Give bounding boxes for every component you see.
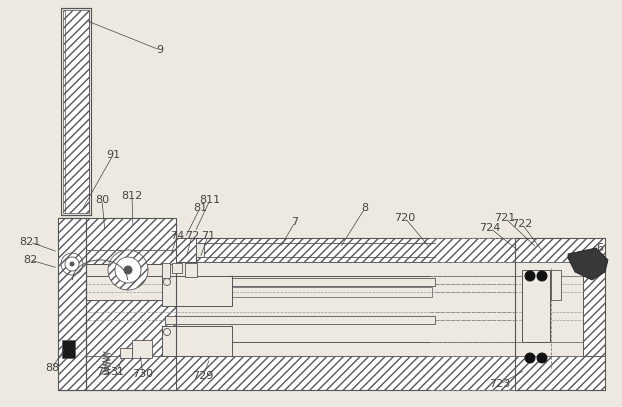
Bar	[165, 278, 435, 286]
Bar	[196, 243, 204, 257]
Bar	[172, 263, 182, 273]
Circle shape	[537, 353, 547, 363]
Text: 722: 722	[511, 219, 532, 229]
Bar	[86, 218, 176, 390]
Text: 729: 729	[192, 371, 214, 381]
Circle shape	[61, 253, 83, 275]
Text: 71: 71	[201, 231, 215, 241]
Text: 74: 74	[170, 231, 184, 241]
Text: 91: 91	[106, 150, 120, 160]
Bar	[232, 287, 432, 297]
Bar	[120, 348, 132, 358]
Text: 81: 81	[193, 203, 207, 213]
Circle shape	[537, 271, 547, 281]
Bar	[583, 262, 605, 356]
Bar	[515, 356, 605, 390]
Bar	[162, 276, 232, 306]
Circle shape	[124, 266, 132, 274]
Bar	[176, 238, 196, 262]
Text: 8: 8	[361, 203, 369, 213]
Bar	[85, 342, 515, 356]
Bar	[63, 10, 89, 213]
Bar	[522, 270, 550, 342]
Text: 80: 80	[95, 195, 109, 205]
Bar	[58, 218, 86, 390]
Text: 721: 721	[494, 213, 516, 223]
Polygon shape	[568, 248, 608, 280]
Bar	[86, 218, 176, 250]
Bar	[86, 250, 176, 264]
Text: 73: 73	[96, 367, 110, 377]
Text: 7: 7	[292, 217, 299, 227]
Circle shape	[525, 271, 535, 281]
Bar	[515, 238, 605, 262]
Text: 72: 72	[185, 231, 199, 241]
Text: 720: 720	[394, 213, 415, 223]
Bar	[583, 262, 605, 356]
Bar	[86, 300, 176, 356]
Bar	[165, 316, 435, 324]
Bar	[58, 218, 86, 390]
Text: 88: 88	[45, 363, 59, 373]
Text: 723: 723	[490, 379, 511, 389]
Text: 9: 9	[157, 45, 164, 55]
Text: 812: 812	[121, 191, 142, 201]
Text: 724: 724	[480, 223, 501, 233]
Bar	[62, 340, 75, 358]
Circle shape	[164, 278, 170, 285]
Circle shape	[108, 250, 148, 290]
Bar	[162, 326, 232, 356]
Circle shape	[115, 257, 141, 283]
Bar	[551, 270, 561, 300]
Text: 82: 82	[23, 255, 37, 265]
Circle shape	[525, 353, 535, 363]
Bar	[176, 238, 196, 262]
Bar	[85, 238, 520, 262]
Text: 6: 6	[596, 243, 603, 253]
Circle shape	[164, 328, 170, 335]
Text: 31: 31	[110, 367, 124, 377]
Bar	[132, 340, 152, 358]
Bar	[85, 262, 515, 276]
Bar	[61, 8, 91, 215]
Bar	[515, 238, 605, 390]
Bar	[515, 262, 605, 276]
Bar	[515, 342, 605, 356]
Text: 730: 730	[132, 369, 154, 379]
Text: 811: 811	[200, 195, 221, 205]
Bar	[85, 356, 520, 390]
Bar	[185, 263, 197, 277]
Bar	[162, 263, 170, 278]
Text: 821: 821	[19, 237, 40, 247]
Circle shape	[70, 262, 74, 266]
Circle shape	[65, 257, 79, 271]
